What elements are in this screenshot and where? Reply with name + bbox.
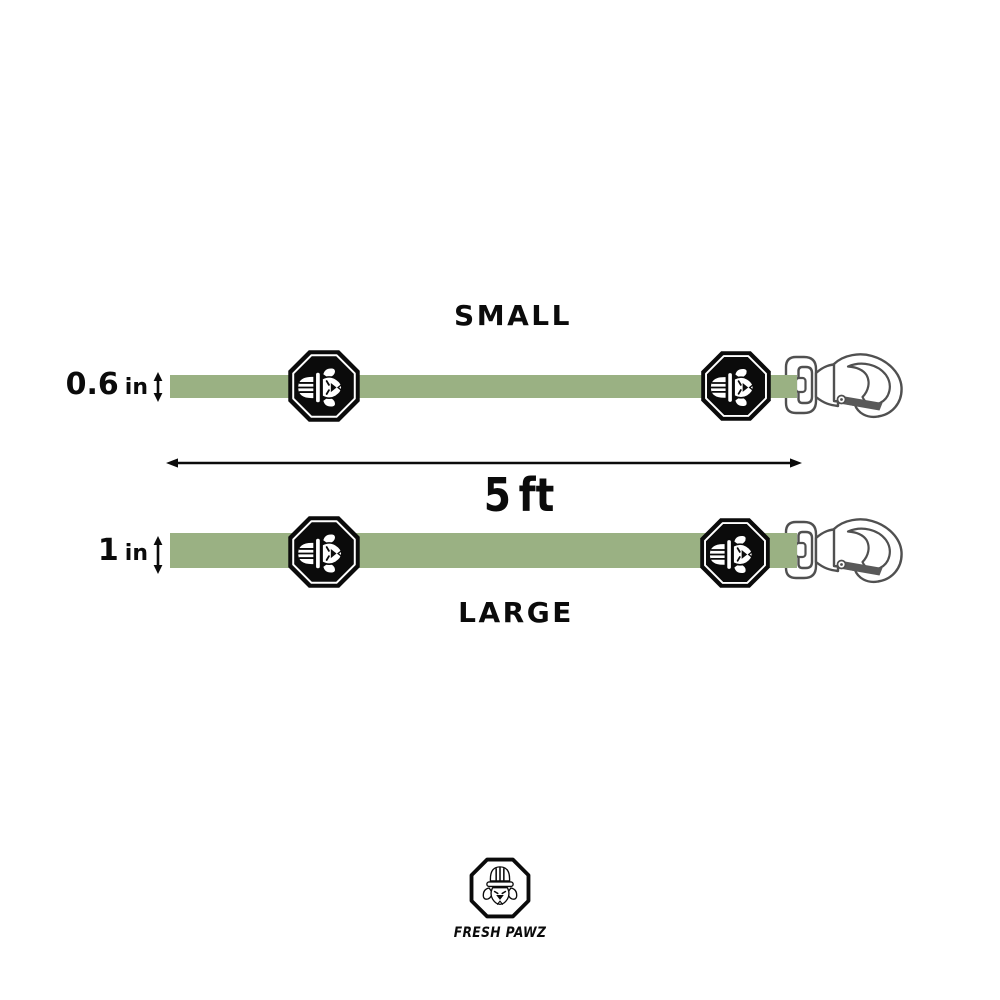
fresh-pawz-octagon-dog-badge-icon [286,514,362,590]
small-width-dimension: 0.6 in [20,370,148,400]
large-width-dimension: 1 in [20,536,148,566]
fresh-pawz-octagon-dog-badge-icon [286,348,362,424]
large-size-title: LARGE [458,596,574,629]
vertical-double-arrow-icon [153,536,163,574]
brand-wordmark: FRESH PAWZ [453,925,547,941]
large-leash-strap [170,533,797,568]
small-width-unit: in [124,375,148,400]
small-width-value: 0.6 [65,367,119,402]
small-size-title: SMALL [454,299,572,332]
vertical-double-arrow-icon [153,372,163,402]
fresh-pawz-octagon-logo-icon [468,856,532,920]
carabiner-snap-hook-icon [784,518,903,584]
fresh-pawz-octagon-dog-badge-icon [698,516,772,590]
horizontal-double-arrow-icon [166,458,802,468]
large-width-unit: in [124,541,148,566]
length-value: 5 [483,468,511,522]
large-width-value: 1 [97,533,119,568]
length-unit: ft [518,468,555,522]
length-dimension: 5 ft [392,472,647,518]
carabiner-snap-hook-icon [784,353,903,419]
fresh-pawz-octagon-dog-badge-icon [699,349,773,423]
